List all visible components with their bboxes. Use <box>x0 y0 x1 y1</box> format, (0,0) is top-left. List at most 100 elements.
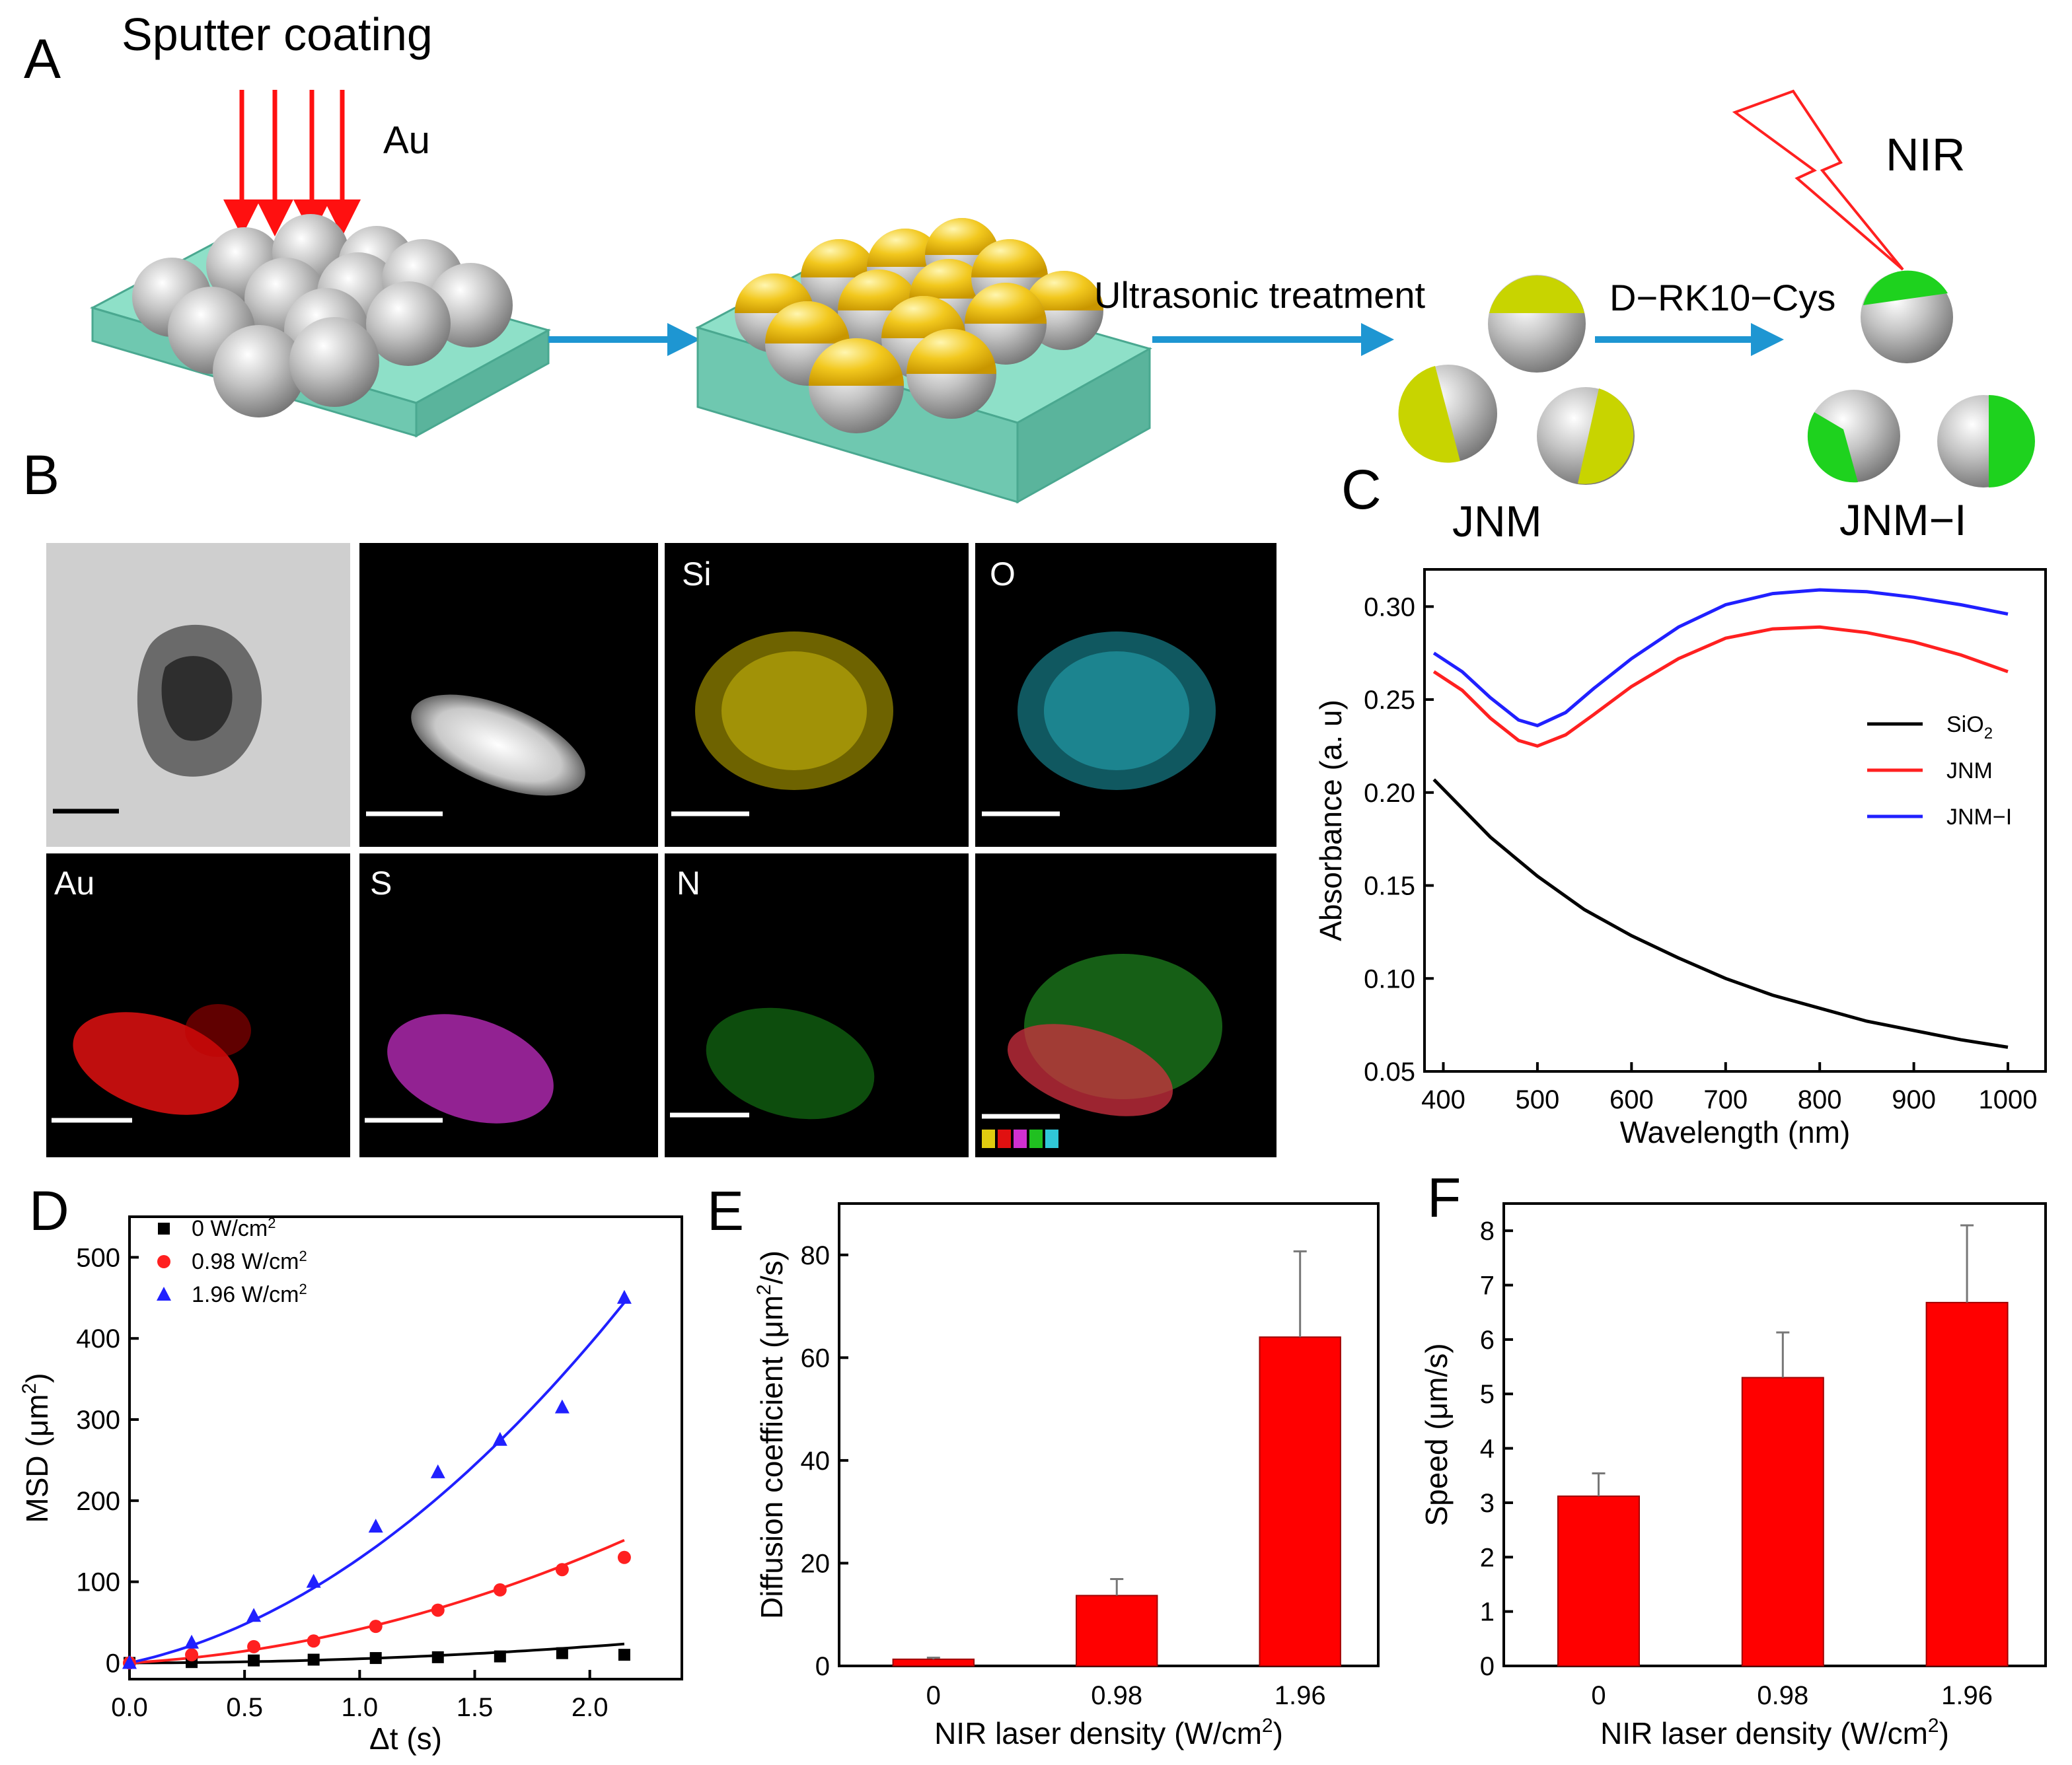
fit-curve <box>129 1301 626 1665</box>
y-tick-label: 2 <box>1480 1543 1495 1572</box>
y-axis-title: Diffusion coefficient (μm2/s) <box>753 1250 789 1619</box>
y-axis-title: Speed (μm/s) <box>1419 1343 1454 1526</box>
y-tick-label: 0 <box>815 1652 830 1681</box>
bar <box>892 1658 975 1667</box>
s-map: S <box>359 853 658 1157</box>
y-tick-label: 20 <box>801 1549 831 1578</box>
data-point <box>157 1255 170 1268</box>
data-point <box>306 1573 321 1588</box>
x-tick-label: 0 <box>1591 1681 1606 1710</box>
x-tick-label: 600 <box>1610 1085 1654 1114</box>
data-point <box>494 1650 506 1663</box>
tem-image <box>46 543 350 847</box>
sputter-coating-label: Sputter coating <box>122 9 433 60</box>
data-point <box>616 1289 632 1304</box>
msd-chart: D 0.0 0.5 1.0 1.5 2.0 0 100 200 300 400 500 Δt (s)… <box>18 1180 683 1756</box>
bar <box>1925 1301 2009 1667</box>
x-tick-label: 1.96 <box>1941 1681 1993 1710</box>
data-point <box>618 1649 630 1661</box>
plot-frame <box>128 1215 683 1680</box>
y-tick-label: 500 <box>76 1243 120 1272</box>
y-tick-label: 7 <box>1480 1272 1495 1301</box>
x-tick-label: 0.5 <box>226 1693 263 1722</box>
silica-sphere-layer <box>132 214 513 417</box>
sputter-arrows <box>223 90 361 236</box>
x-tick-label: 500 <box>1516 1085 1560 1114</box>
data-point <box>369 1652 382 1665</box>
y-tick-label: 100 <box>76 1568 120 1597</box>
panel-a-letter: A <box>24 28 61 90</box>
si-map-label: Si <box>682 556 711 593</box>
y-tick-label: 3 <box>1480 1489 1495 1518</box>
janus-particles-jnm-i <box>1807 270 2035 487</box>
x-tick-label: 700 <box>1703 1085 1748 1114</box>
ultrasonic-label: Ultrasonic treatment <box>1094 274 1426 316</box>
si-map: Si <box>665 543 969 847</box>
y-tick-label: 0.20 <box>1364 779 1415 808</box>
legend-label: JNM <box>1946 758 1993 783</box>
y-tick-label: 400 <box>76 1324 120 1353</box>
y-tick-label: 60 <box>801 1344 831 1373</box>
data-point <box>157 1287 171 1301</box>
dark-field-image <box>359 543 658 847</box>
x-axis-title: NIR laser density (W/cm2) <box>934 1715 1283 1750</box>
n-map: N <box>665 853 969 1157</box>
y-tick-label: 0.05 <box>1364 1058 1415 1087</box>
data-point <box>368 1519 383 1533</box>
x-tick-label: 2.0 <box>572 1693 609 1722</box>
data-point <box>617 1550 631 1564</box>
data-point <box>122 1655 137 1669</box>
overlay-map <box>975 853 1276 1157</box>
x-tick-label: 0.98 <box>1091 1681 1142 1710</box>
diffusion-chart: E 0 20 40 60 80 0 0.98 1.96 NIR laser density (… <box>707 1180 1380 1750</box>
series-line-sio2 <box>1432 778 2009 1049</box>
x-tick-label: 0.0 <box>111 1693 148 1722</box>
x-tick-label: 0 <box>926 1681 941 1710</box>
legend-label: 0 W/cm2 <box>192 1215 276 1241</box>
panel-c-letter: C <box>1341 458 1382 521</box>
y-tick-label: 0.25 <box>1364 686 1415 715</box>
n-map-label: N <box>677 865 700 902</box>
data-point <box>247 1639 261 1653</box>
y-tick-label: 0 <box>106 1649 120 1678</box>
series-line-jnm-i <box>1432 588 2009 728</box>
legend: 0 W/cm2 0.98 W/cm2 1.96 W/cm2 <box>157 1215 307 1307</box>
bar <box>1076 1595 1158 1667</box>
x-tick-label: 1000 <box>1979 1085 2038 1114</box>
data-point <box>431 1651 444 1663</box>
au-label: Au <box>383 119 430 162</box>
panel-e-letter: E <box>707 1180 744 1242</box>
o-map: O <box>975 543 1276 847</box>
nir-label: NIR <box>1886 129 1966 180</box>
legend-label: SiO2 <box>1946 712 1993 742</box>
y-tick-label: 5 <box>1480 1380 1495 1409</box>
y-axis-title: Absorbance (a. u) <box>1314 700 1348 941</box>
data-point <box>430 1464 445 1478</box>
data-point <box>556 1647 568 1659</box>
bar <box>1741 1377 1824 1667</box>
data-point <box>307 1653 320 1666</box>
jnm-i-label: JNM−I <box>1839 495 1967 544</box>
data-point <box>246 1608 262 1622</box>
data-point <box>185 1648 199 1662</box>
series-line-jnm <box>1432 625 2009 748</box>
jnm-label: JNM <box>1452 497 1542 546</box>
panel-b: B Si O <box>22 444 1276 1157</box>
janus-particles-jnm <box>1398 275 1635 485</box>
y-axis-title: MSD (μm2) <box>18 1373 54 1523</box>
data-point <box>555 1563 569 1577</box>
panel-a: A Sputter coating Au <box>24 9 2035 546</box>
data-point <box>158 1223 170 1235</box>
data-point <box>184 1634 200 1649</box>
legend-label: 0.98 W/cm2 <box>192 1248 307 1274</box>
data-point <box>369 1620 383 1634</box>
x-tick-label: 1.5 <box>457 1693 494 1722</box>
y-tick-label: 4 <box>1480 1435 1495 1464</box>
y-tick-label: 0.15 <box>1364 872 1415 901</box>
data-point <box>307 1634 320 1648</box>
y-tick-label: 40 <box>801 1447 831 1476</box>
x-axis-title: Δt (s) <box>369 1721 442 1756</box>
o-map-label: O <box>990 556 1016 593</box>
nir-lightning-icon <box>1732 89 1904 271</box>
y-tick-label: 300 <box>76 1406 120 1435</box>
